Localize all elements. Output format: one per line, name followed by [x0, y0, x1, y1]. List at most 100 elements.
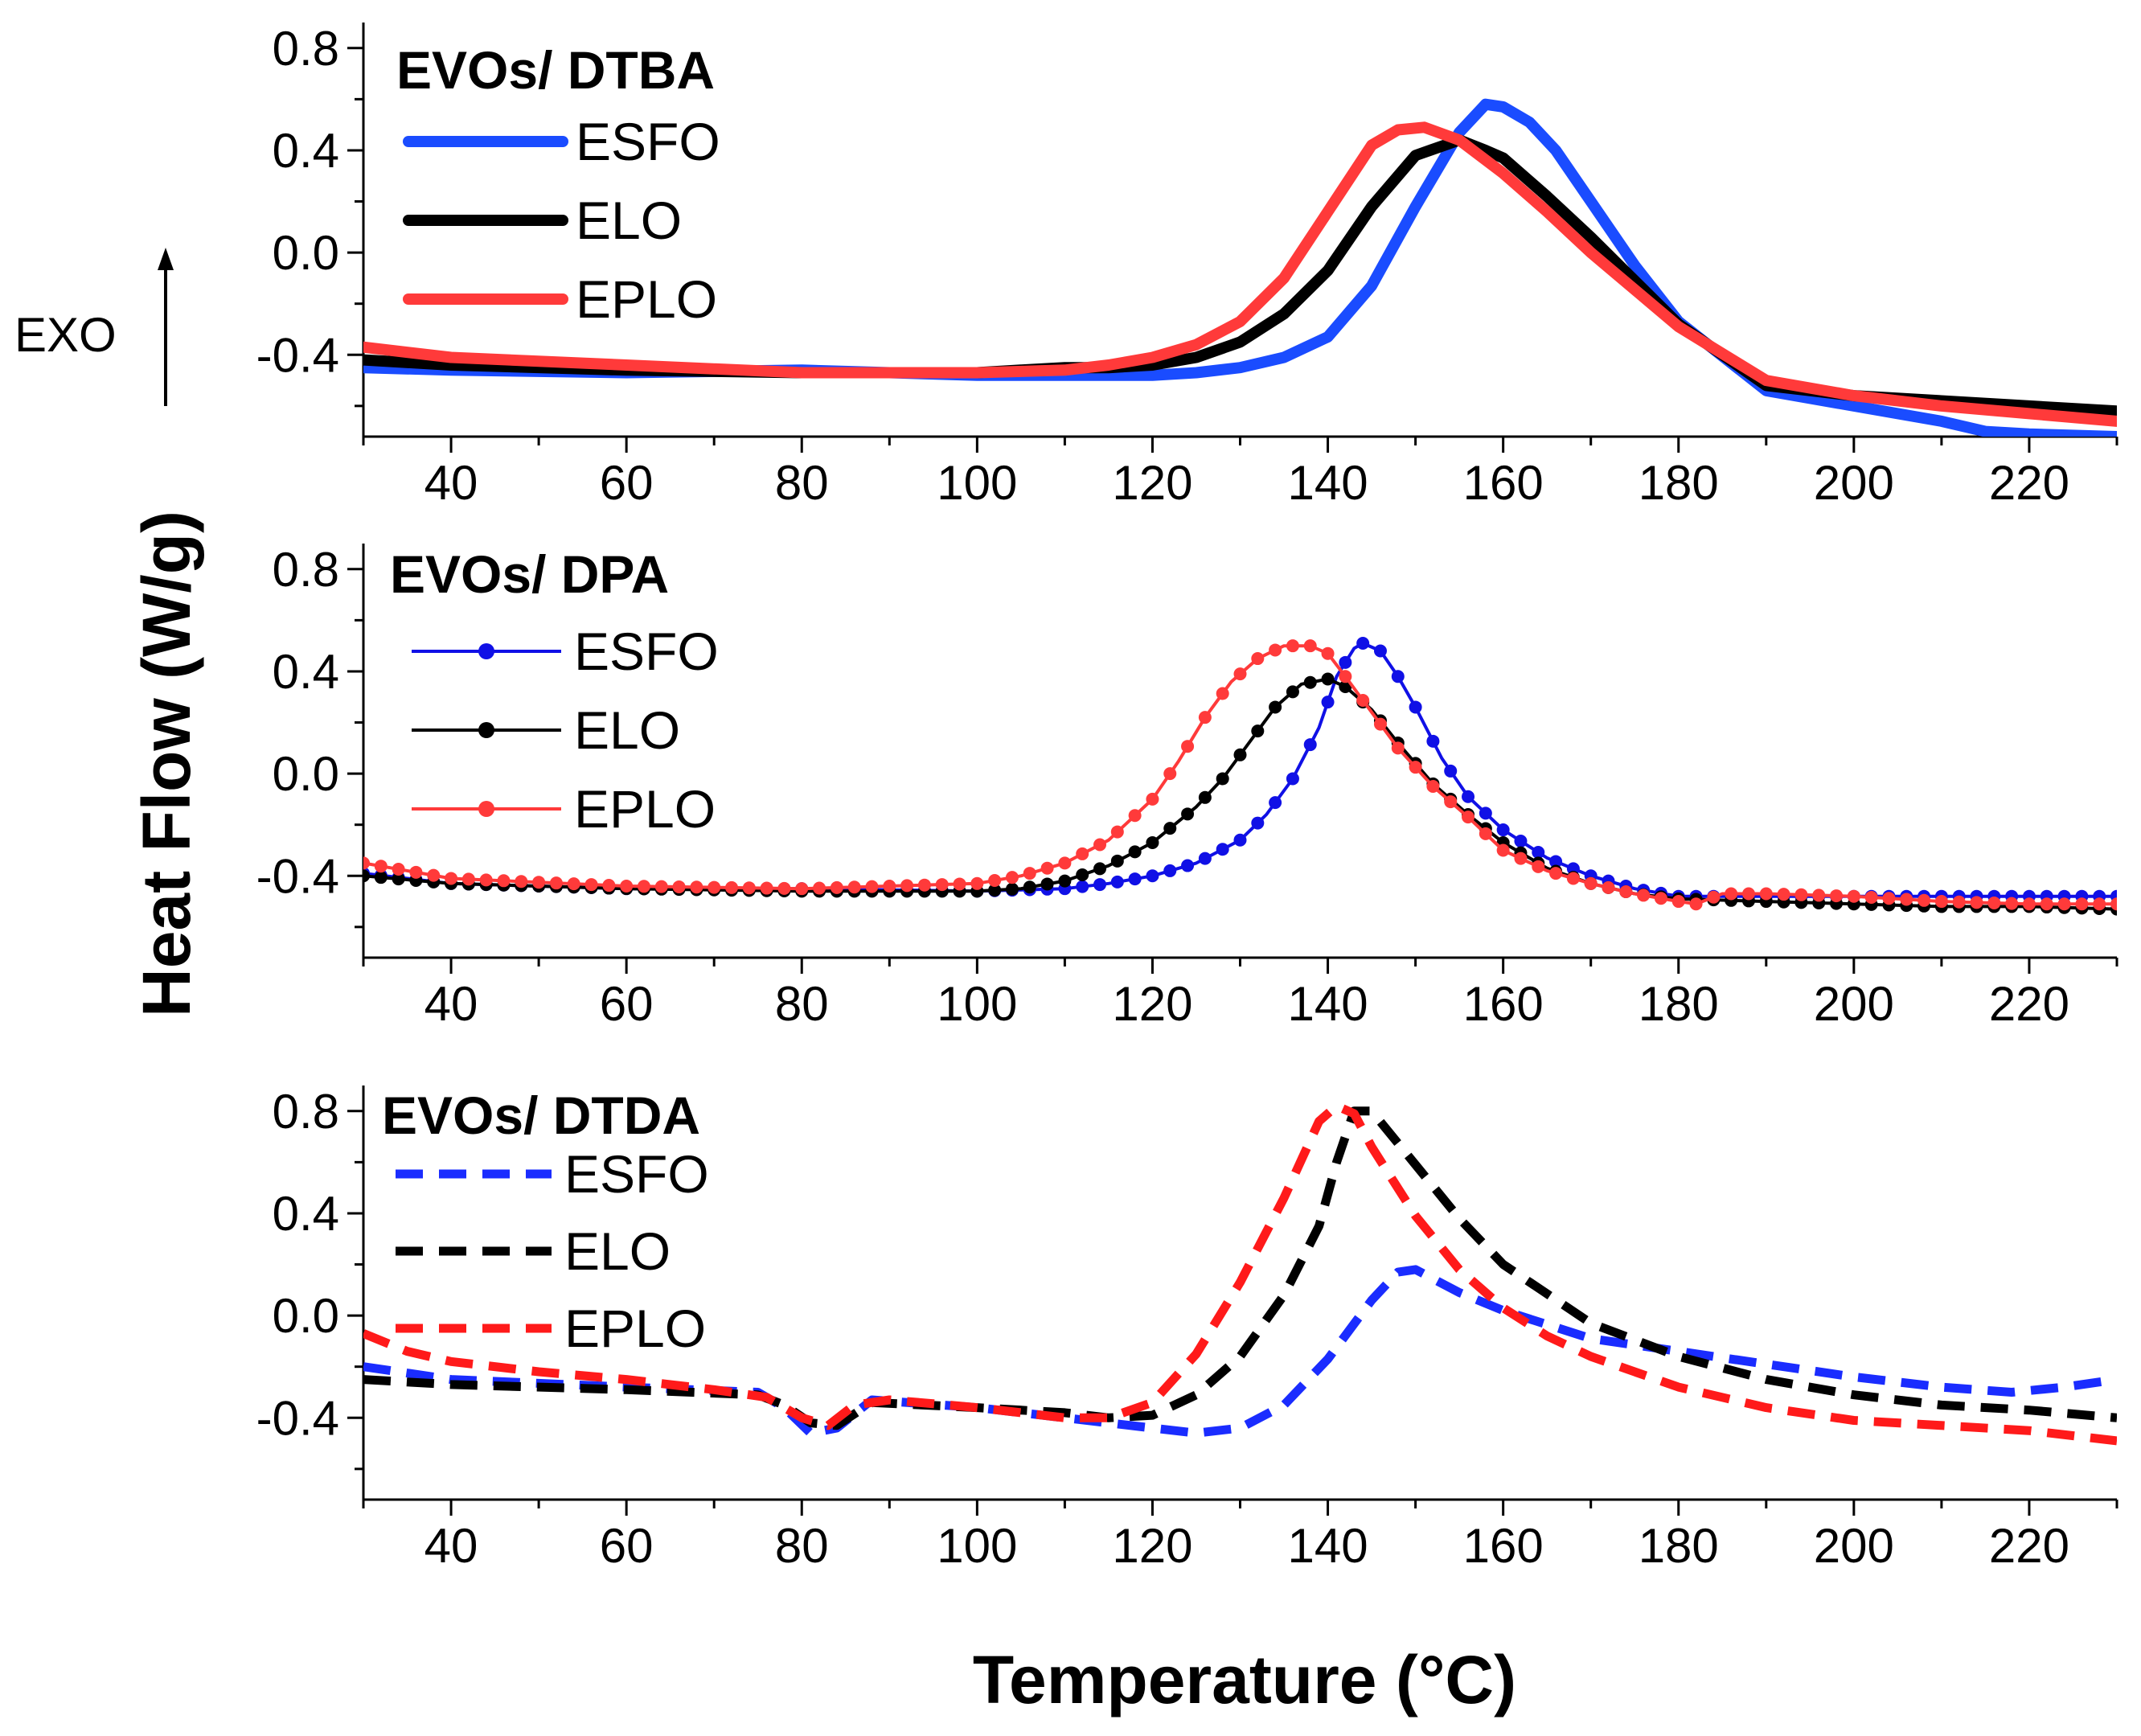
- legend-label: ELO: [574, 700, 680, 760]
- legend-item-elo: ELO: [403, 191, 682, 250]
- series-point-esfo: [1339, 655, 1352, 669]
- series-point-esfo: [1549, 855, 1563, 868]
- series-point-elo: [1128, 845, 1142, 859]
- series-point-eplo: [1462, 811, 1475, 824]
- series-point-eplo: [760, 881, 773, 895]
- series-point-esfo: [1269, 796, 1282, 810]
- legend-marker: [478, 643, 494, 659]
- x-tick-label: 180: [1639, 456, 1719, 510]
- x-tick-label: 60: [600, 977, 654, 1031]
- series-point-elo: [374, 871, 388, 884]
- series-point-elo: [1005, 882, 1019, 896]
- series-point-esfo: [1198, 852, 1212, 865]
- series-point-eplo: [953, 877, 966, 891]
- series-point-esfo: [1233, 833, 1247, 847]
- series-point-eplo: [427, 868, 441, 882]
- series-point-esfo: [1496, 823, 1510, 837]
- series-point-eplo: [479, 873, 493, 887]
- series-point-eplo: [2093, 897, 2106, 911]
- series-point-elo: [1058, 874, 1072, 888]
- series-point-elo: [1181, 807, 1195, 821]
- series-point-eplo: [1970, 896, 1983, 909]
- series-point-elo: [1269, 700, 1282, 714]
- series-point-eplo: [584, 878, 598, 892]
- series-point-eplo: [865, 880, 879, 893]
- x-tick-label: 140: [1287, 1519, 1368, 1573]
- series-point-eplo: [1216, 687, 1229, 700]
- exo-label: EXO: [14, 308, 117, 362]
- x-tick-label: 200: [1814, 456, 1894, 510]
- series-point-eplo: [363, 856, 370, 870]
- legend-item-eplo: EPLO: [412, 779, 716, 839]
- series-point-eplo: [1532, 860, 1545, 873]
- series-point-esfo: [1479, 806, 1492, 820]
- series-point-eplo: [847, 880, 861, 894]
- series-point-esfo: [1356, 636, 1370, 650]
- x-tick-label: 40: [425, 456, 478, 510]
- series-point-eplo: [637, 880, 650, 893]
- series-point-elo: [988, 884, 1002, 897]
- series-point-esfo: [1373, 644, 1387, 658]
- y-tick-label: 0.4: [273, 124, 339, 178]
- x-tick-label: 180: [1639, 1519, 1719, 1573]
- series-point-elo: [1040, 877, 1054, 891]
- legend-item-elo: ELO: [396, 1221, 671, 1281]
- series-point-eplo: [1163, 767, 1177, 781]
- legend-label: ESFO: [574, 622, 719, 681]
- series-point-eplo: [2005, 897, 2019, 910]
- x-tick-label: 160: [1463, 1519, 1544, 1573]
- series-point-eplo: [654, 880, 668, 893]
- y-tick-label: 0.4: [273, 1187, 339, 1241]
- series-point-eplo: [1566, 872, 1580, 885]
- series-point-esfo: [1391, 670, 1405, 683]
- y-tick-label: -0.4: [256, 328, 339, 382]
- series-point-esfo: [1514, 835, 1528, 848]
- legend-label: ESFO: [564, 1144, 709, 1204]
- series-point-eplo: [917, 878, 931, 892]
- series-point-esfo: [1321, 696, 1335, 709]
- series-point-elo: [1163, 822, 1177, 835]
- x-tick-label: 100: [937, 977, 1017, 1031]
- series-point-eplo: [1356, 693, 1370, 707]
- series-point-elo: [1146, 835, 1159, 849]
- x-tick-label: 40: [425, 977, 478, 1031]
- series-point-eplo: [708, 880, 721, 894]
- x-tick-label: 120: [1112, 977, 1192, 1031]
- x-tick-label: 100: [937, 456, 1017, 510]
- series-point-eplo: [900, 879, 914, 893]
- series-point-eplo: [883, 879, 896, 893]
- legend-item-esfo: ESFO: [396, 1144, 709, 1204]
- legend-marker: [478, 722, 494, 738]
- series-point-esfo: [1462, 790, 1475, 803]
- series-point-esfo: [1426, 734, 1440, 748]
- panel-title-dtba: EVOs/ DTBA: [396, 40, 715, 100]
- series-point-eplo: [2057, 897, 2071, 911]
- x-tick-label: 80: [775, 1519, 829, 1573]
- series-point-eplo: [2022, 897, 2036, 911]
- series-point-eplo: [1847, 889, 1860, 903]
- series-point-eplo: [1830, 889, 1844, 903]
- series-point-eplo: [1023, 867, 1036, 880]
- legend-item-elo: ELO: [412, 700, 680, 760]
- y-tick-label: 0.8: [273, 543, 339, 597]
- series-point-elo: [1076, 868, 1089, 881]
- x-tick-label: 200: [1814, 1519, 1894, 1573]
- series-point-eplo: [1934, 895, 1948, 909]
- series-point-elo: [1216, 772, 1229, 786]
- series-point-eplo: [1689, 897, 1703, 911]
- exo-indicator: EXO: [14, 248, 174, 406]
- series-point-eplo: [461, 872, 475, 886]
- series-point-elo: [1198, 790, 1212, 804]
- series-point-eplo: [1514, 852, 1528, 865]
- series-point-esfo: [1128, 872, 1142, 886]
- legend-item-esfo: ESFO: [412, 622, 719, 681]
- y-axis-title: Heat Flow (W/g): [129, 511, 204, 1017]
- panel-dtba: 40 60 80 100 120 140 160 180 200 220 -0.4 0.0 0.4 0.8…: [256, 22, 2118, 510]
- series-point-eplo: [690, 880, 703, 894]
- series-point-elo: [363, 869, 370, 883]
- y-tick-label: -0.4: [256, 849, 339, 903]
- x-tick-label: 220: [1989, 456, 2069, 510]
- series-point-eplo: [1917, 893, 1931, 907]
- series-point-esfo: [1163, 864, 1177, 877]
